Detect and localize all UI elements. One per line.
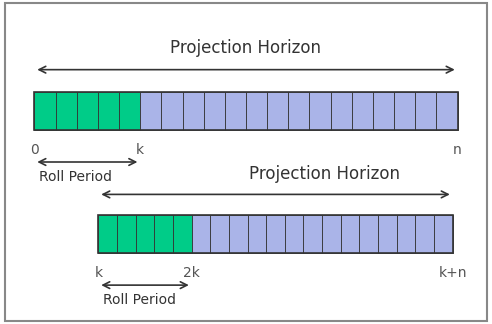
Bar: [34, 92, 458, 130]
Bar: [34, 92, 56, 130]
Bar: [309, 92, 331, 130]
Text: Projection Horizon: Projection Horizon: [171, 39, 321, 57]
Bar: [436, 92, 458, 130]
Text: Roll Period: Roll Period: [103, 293, 176, 307]
Bar: [378, 215, 397, 253]
Text: k: k: [94, 266, 102, 280]
Bar: [415, 215, 434, 253]
Bar: [247, 215, 266, 253]
Bar: [341, 215, 360, 253]
Bar: [173, 215, 191, 253]
Bar: [415, 92, 436, 130]
Bar: [288, 92, 309, 130]
Bar: [204, 92, 225, 130]
Bar: [394, 92, 415, 130]
Bar: [352, 92, 373, 130]
Bar: [117, 215, 136, 253]
Bar: [154, 215, 173, 253]
Bar: [322, 215, 341, 253]
Bar: [304, 215, 322, 253]
Bar: [246, 92, 267, 130]
Bar: [161, 92, 183, 130]
Bar: [266, 215, 285, 253]
Bar: [397, 215, 415, 253]
Bar: [210, 215, 229, 253]
Text: n: n: [453, 143, 462, 156]
Bar: [136, 215, 154, 253]
Bar: [267, 92, 288, 130]
Bar: [331, 92, 352, 130]
Bar: [285, 215, 304, 253]
Text: 0: 0: [30, 143, 39, 156]
Bar: [373, 92, 394, 130]
Bar: [77, 92, 98, 130]
Bar: [360, 215, 378, 253]
Text: k+n: k+n: [438, 266, 467, 280]
Bar: [140, 92, 161, 130]
Text: Roll Period: Roll Period: [39, 170, 112, 184]
Bar: [225, 92, 246, 130]
Text: k: k: [136, 143, 144, 156]
Bar: [191, 215, 210, 253]
Bar: [119, 92, 140, 130]
Text: Projection Horizon: Projection Horizon: [249, 165, 400, 183]
Bar: [56, 92, 77, 130]
Text: 2k: 2k: [183, 266, 200, 280]
Bar: [434, 215, 453, 253]
Bar: [98, 215, 117, 253]
Bar: [98, 215, 453, 253]
Bar: [229, 215, 247, 253]
Bar: [98, 92, 119, 130]
Bar: [183, 92, 204, 130]
